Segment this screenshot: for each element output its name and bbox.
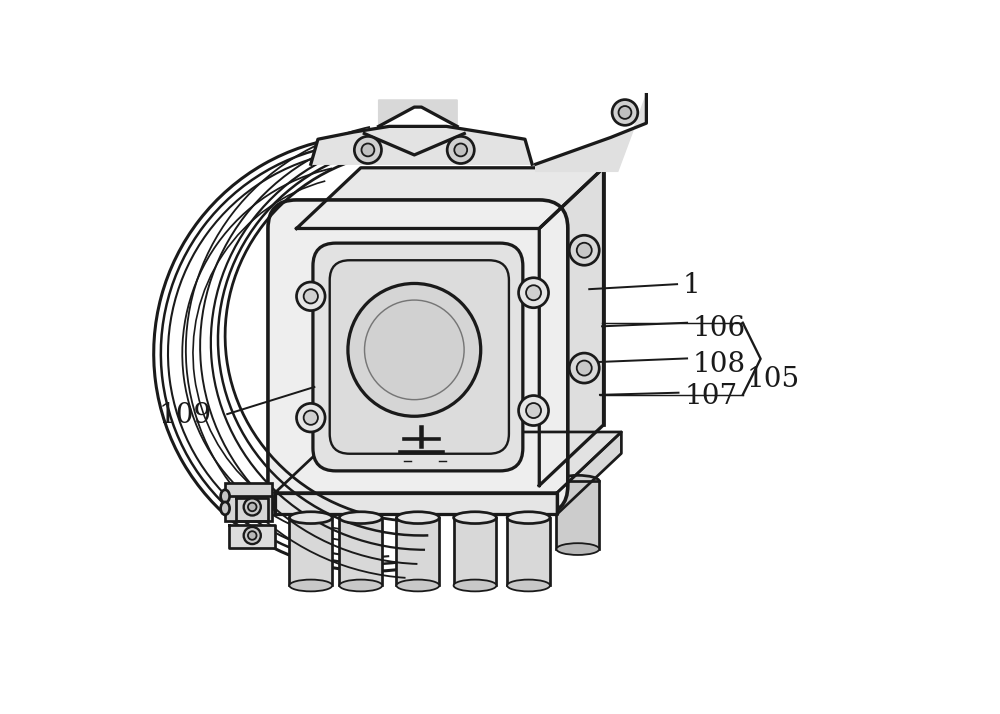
Circle shape: [244, 498, 261, 516]
Bar: [225, 483, 272, 509]
Circle shape: [569, 236, 599, 266]
FancyBboxPatch shape: [330, 261, 509, 454]
Polygon shape: [379, 100, 457, 126]
Text: 107: 107: [684, 383, 737, 410]
Circle shape: [454, 144, 467, 156]
Text: 108: 108: [693, 351, 746, 378]
Polygon shape: [536, 95, 646, 171]
Ellipse shape: [221, 502, 230, 515]
Circle shape: [248, 531, 257, 540]
Circle shape: [297, 403, 325, 432]
Circle shape: [354, 136, 381, 164]
Circle shape: [304, 411, 318, 425]
Circle shape: [526, 286, 541, 301]
Ellipse shape: [396, 580, 439, 591]
Bar: [507, 518, 550, 585]
Bar: [289, 518, 332, 585]
Polygon shape: [557, 432, 621, 514]
Ellipse shape: [289, 512, 332, 523]
Ellipse shape: [556, 543, 599, 555]
Circle shape: [519, 396, 549, 426]
Circle shape: [365, 300, 464, 400]
Circle shape: [244, 527, 261, 544]
Ellipse shape: [339, 580, 382, 591]
Ellipse shape: [454, 580, 496, 591]
Circle shape: [447, 136, 474, 164]
Polygon shape: [539, 168, 604, 486]
Circle shape: [619, 106, 631, 119]
Circle shape: [248, 503, 257, 511]
Polygon shape: [311, 126, 532, 164]
Polygon shape: [229, 525, 275, 548]
Circle shape: [348, 283, 481, 416]
FancyBboxPatch shape: [313, 243, 523, 471]
Ellipse shape: [556, 476, 599, 487]
Text: 105: 105: [746, 366, 799, 393]
Bar: [454, 518, 496, 585]
Circle shape: [304, 289, 318, 303]
Polygon shape: [275, 493, 557, 514]
Bar: [556, 481, 599, 549]
FancyBboxPatch shape: [268, 200, 568, 514]
Ellipse shape: [507, 580, 550, 591]
Ellipse shape: [339, 512, 382, 523]
Text: 1: 1: [682, 272, 700, 299]
Circle shape: [361, 144, 374, 156]
Circle shape: [519, 278, 549, 308]
Circle shape: [526, 403, 541, 418]
Circle shape: [612, 100, 638, 126]
Circle shape: [297, 282, 325, 311]
Ellipse shape: [454, 512, 496, 523]
Text: 109: 109: [159, 402, 212, 429]
Ellipse shape: [289, 580, 332, 591]
Bar: [339, 518, 382, 585]
Polygon shape: [236, 498, 268, 521]
Polygon shape: [275, 432, 621, 493]
Ellipse shape: [396, 512, 439, 523]
Circle shape: [577, 361, 592, 376]
Bar: [396, 518, 439, 585]
Bar: [225, 496, 272, 521]
Text: 106: 106: [693, 315, 746, 342]
Polygon shape: [297, 168, 604, 228]
Ellipse shape: [507, 512, 550, 523]
Ellipse shape: [221, 490, 230, 503]
Circle shape: [569, 353, 599, 383]
Circle shape: [577, 243, 592, 258]
